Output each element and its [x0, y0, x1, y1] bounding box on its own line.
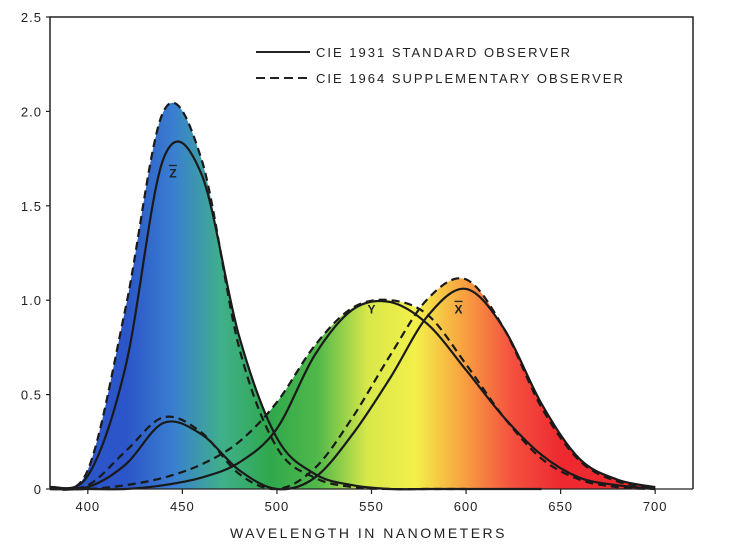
x-tick-label: 500: [265, 499, 290, 514]
legend: CIE 1931 STANDARD OBSERVER CIE 1964 SUPP…: [256, 45, 625, 86]
plot-border: [49, 16, 694, 489]
curve-labels: Z Y X: [168, 164, 463, 316]
curve-cie1931-y-solid: [50, 299, 656, 491]
curve-cie1964-y-dashed: [49, 298, 656, 491]
x-tick-label: 700: [643, 499, 668, 514]
legend-label-1931: CIE 1931 STANDARD OBSERVER: [316, 45, 572, 60]
spectrum-fill: [50, 102, 656, 489]
y-tick-label: 0.5: [21, 388, 42, 403]
x-tick-label: 400: [75, 499, 100, 514]
y-axis-ticks: 0 0.5 1.0 1.5 2.0 2.5: [21, 10, 50, 497]
x-axis-title: WAVELENGTH IN NANOMETERS: [230, 525, 507, 541]
y-tick-label: 2.5: [21, 10, 42, 25]
curve-label-y: Y: [367, 302, 375, 316]
x-tick-label: 600: [454, 499, 479, 514]
x-tick-label: 450: [170, 499, 195, 514]
x-axis-ticks: 400 450 500 550 600 650 700: [75, 489, 667, 514]
x-tick-label: 550: [359, 499, 384, 514]
legend-label-1964: CIE 1964 SUPPLEMENTARY OBSERVER: [316, 71, 625, 86]
x-tick-label: 650: [548, 499, 573, 514]
curve-cie1931-x-solid: [49, 287, 656, 491]
curve-label-z: Z: [169, 166, 176, 180]
y-tick-label: 2.0: [21, 104, 42, 119]
y-tick-label: 1.5: [21, 199, 42, 214]
curve-cie1964-x-dashed: [49, 277, 656, 491]
y-tick-label: 1.0: [21, 293, 42, 308]
y-tick-label: 0: [34, 482, 42, 497]
curve-label-x: X: [454, 302, 462, 316]
